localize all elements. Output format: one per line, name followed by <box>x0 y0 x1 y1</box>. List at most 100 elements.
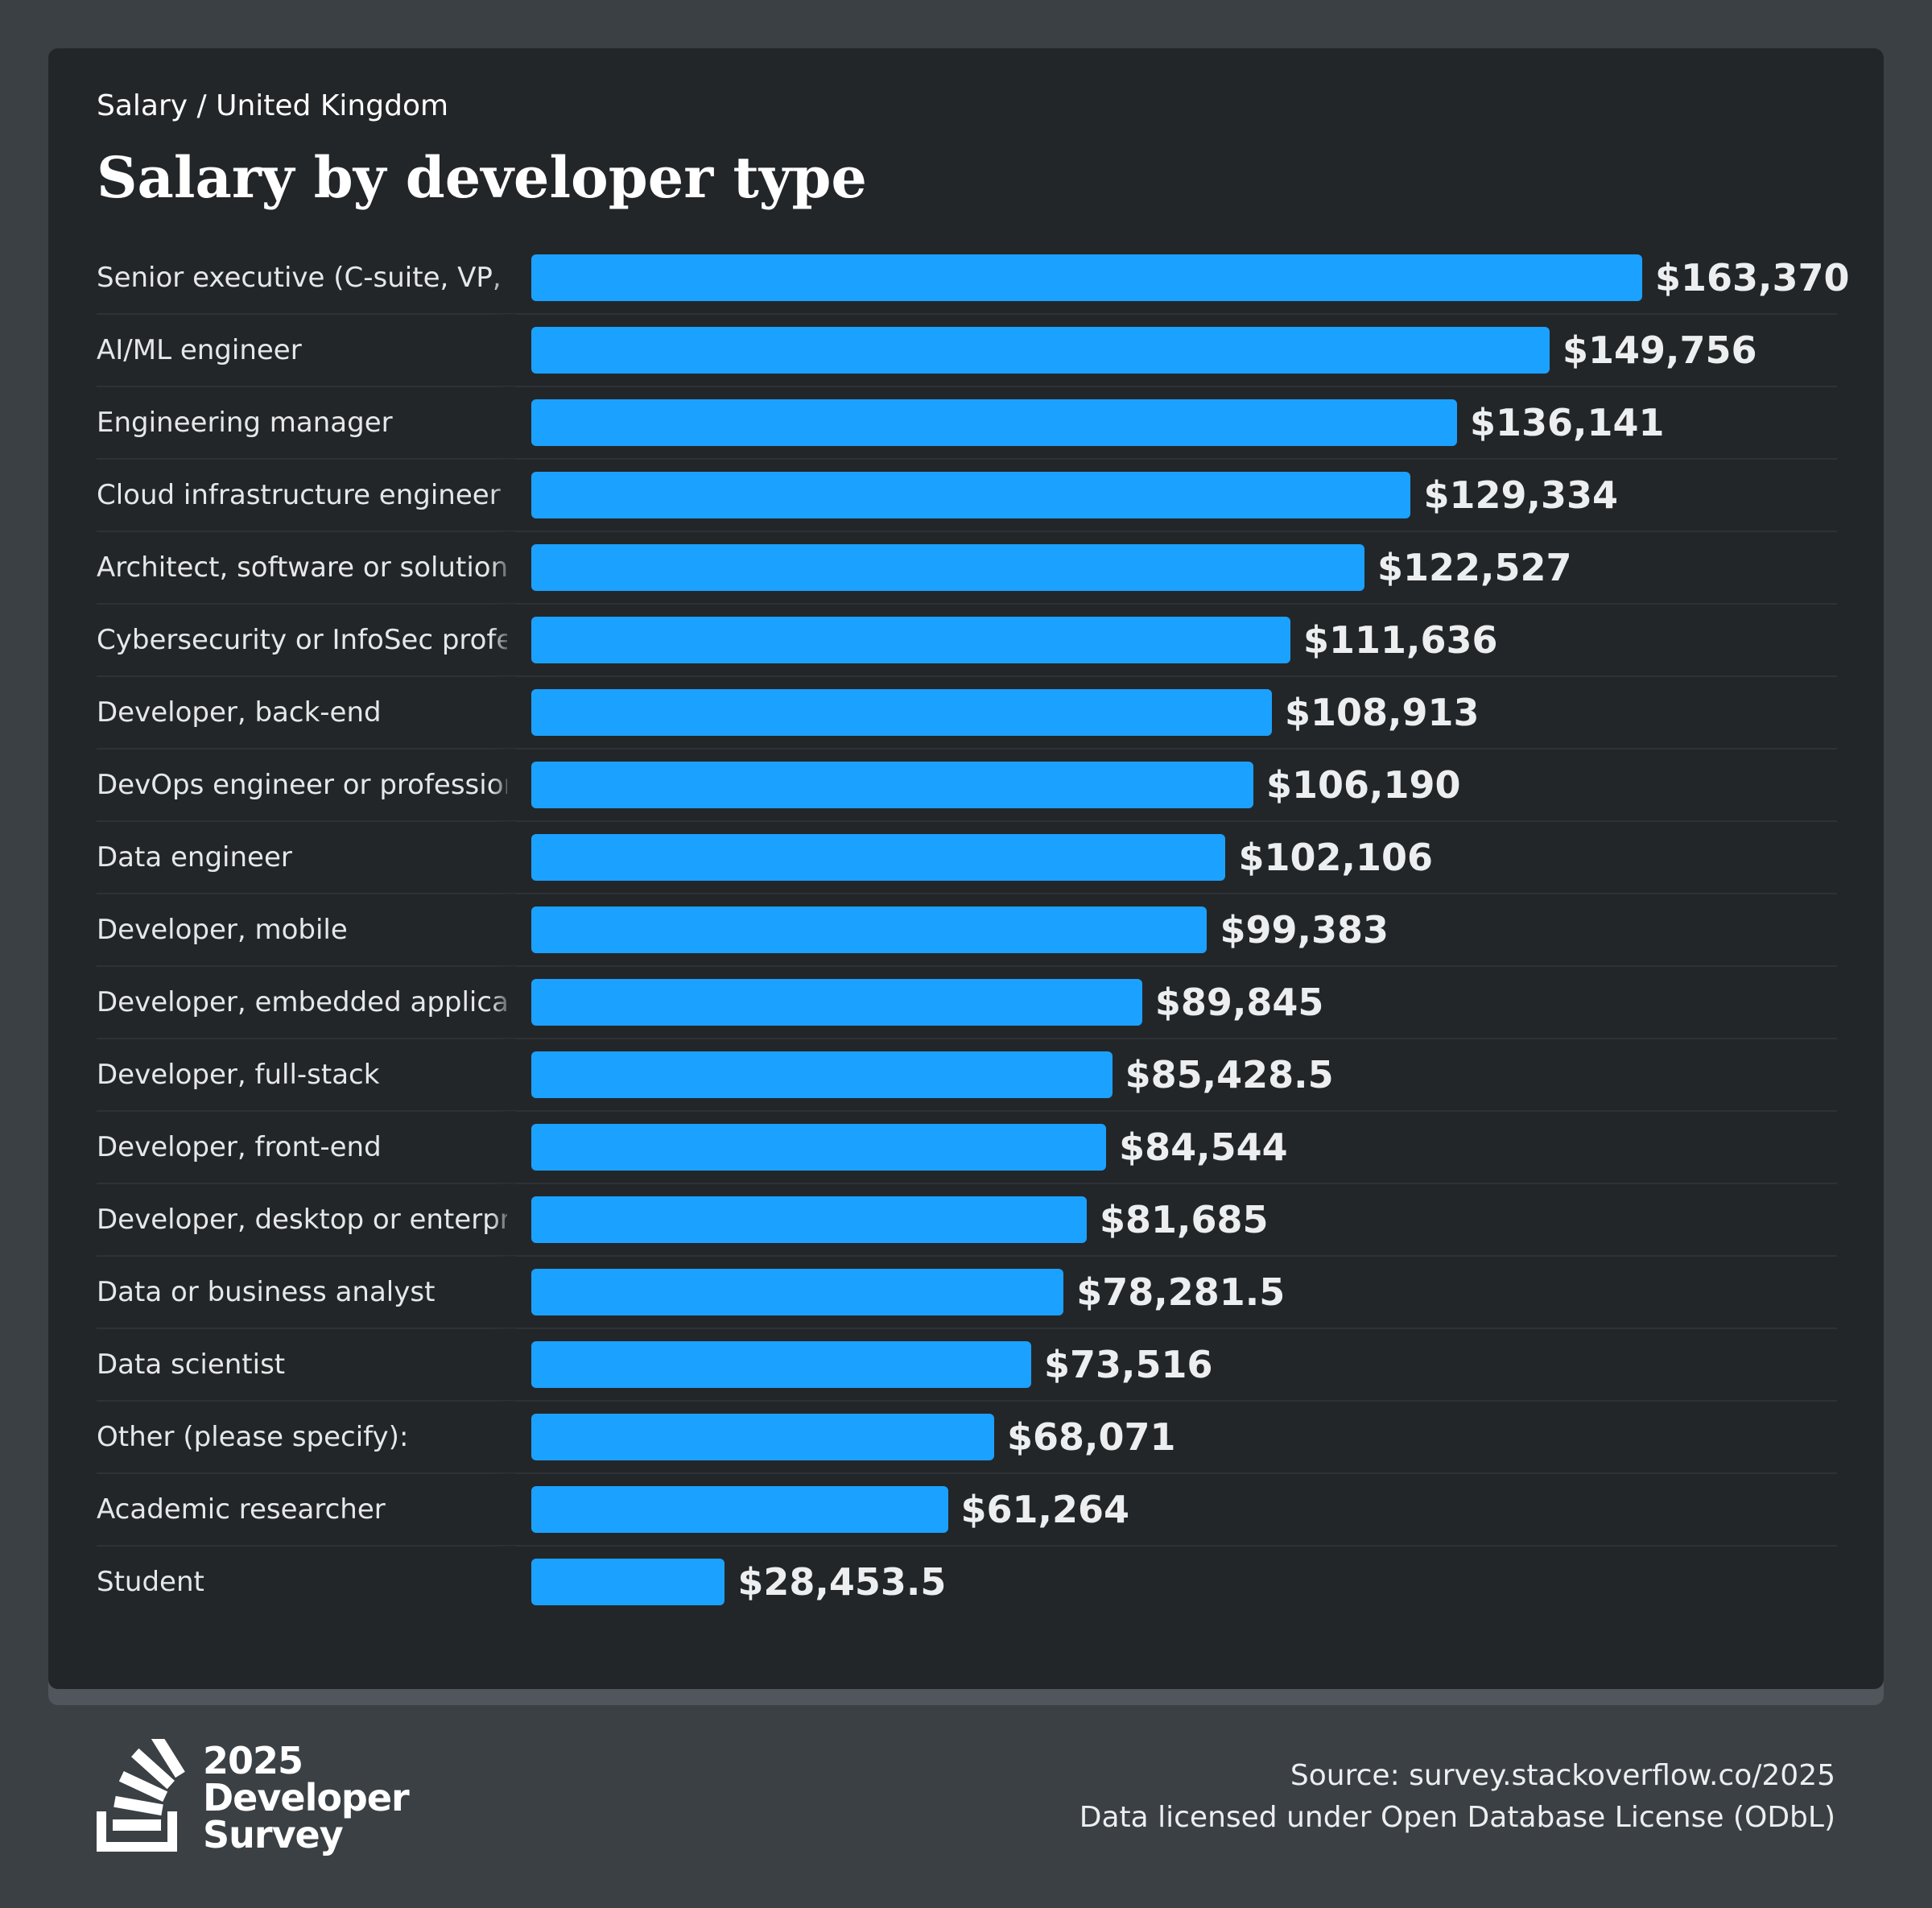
category-label: Developer, embedded applications or devi… <box>97 986 507 1018</box>
category-label: DevOps engineer or professional <box>97 769 507 801</box>
bar <box>531 254 1642 301</box>
bar <box>531 689 1272 736</box>
bar <box>531 762 1253 808</box>
bar <box>531 1486 948 1533</box>
page-title: Salary by developer type <box>97 144 867 211</box>
label-fade <box>491 459 515 531</box>
label-fade <box>491 966 515 1039</box>
bar <box>531 1559 725 1605</box>
row-divider <box>97 1400 1837 1402</box>
bar <box>531 834 1226 881</box>
logo-line-survey: Survey <box>203 1813 344 1856</box>
category-label: Academic researcher <box>97 1493 386 1526</box>
label-fade <box>491 1328 515 1401</box>
category-label: Developer, mobile <box>97 914 348 946</box>
row-divider <box>97 1472 1837 1474</box>
category-label: Developer, full-stack <box>97 1059 380 1091</box>
chart-row: Developer, embedded applications or devi… <box>97 966 1837 1039</box>
category-label: Architect, software or solutions <box>97 551 507 584</box>
chart-row: AI/ML engineer $149,756 <box>97 314 1837 387</box>
bar <box>531 1124 1107 1171</box>
chart-row: Developer, front-end $84,544 <box>97 1111 1837 1184</box>
label-fade <box>491 749 515 821</box>
logo-year: 2025 <box>203 1739 303 1782</box>
bar <box>531 1341 1031 1388</box>
category-label: Cloud infrastructure engineer <box>97 479 501 511</box>
category-label: Data engineer <box>97 841 292 873</box>
bar <box>531 907 1208 953</box>
label-fade <box>491 676 515 749</box>
row-divider <box>97 1038 1837 1039</box>
source-attribution: Source: survey.stackoverflow.co/2025 Dat… <box>1080 1755 1835 1839</box>
value-label: $78,281.5 <box>1076 1270 1286 1314</box>
chart-row: Data or business analyst $78,281.5 <box>97 1256 1837 1329</box>
chart-row: Cloud infrastructure engineer $129,334 <box>97 459 1837 532</box>
chart-row: Academic researcher $61,264 <box>97 1473 1837 1547</box>
category-label: Developer, desktop or enterprise applica… <box>97 1204 507 1236</box>
label-fade <box>491 604 515 676</box>
category-label: Developer, front-end <box>97 1131 382 1163</box>
row-divider <box>97 965 1837 967</box>
category-label: Student <box>97 1566 204 1598</box>
category-label: AI/ML engineer <box>97 334 302 366</box>
label-fade <box>491 894 515 966</box>
label-fade <box>491 1256 515 1328</box>
survey-logo: 2025 Developer Survey <box>97 1739 410 1860</box>
bar <box>531 1051 1113 1098</box>
chart-row: Cybersecurity or InfoSec professional $11… <box>97 604 1837 677</box>
chart-row: Student $28,453.5 <box>97 1546 1837 1618</box>
bar <box>531 617 1290 663</box>
row-divider <box>97 386 1837 387</box>
stack-overflow-logo-icon <box>97 1739 185 1852</box>
label-fade <box>491 1183 515 1256</box>
logo-line-developer: Developer <box>203 1776 410 1819</box>
label-fade <box>491 1111 515 1183</box>
category-label: Cybersecurity or InfoSec professional <box>97 624 507 656</box>
row-divider <box>97 603 1837 605</box>
category-label: Senior executive (C-suite, VP, etc.) <box>97 262 507 294</box>
bar <box>531 979 1142 1026</box>
breadcrumb: Salary / United Kingdom <box>97 89 449 122</box>
row-divider <box>97 820 1837 822</box>
bar <box>531 1196 1087 1243</box>
value-label: $85,428.5 <box>1125 1053 1334 1096</box>
value-label: $129,334 <box>1423 473 1619 517</box>
chart-row: Senior executive (C-suite, VP, etc.) $163… <box>97 242 1850 315</box>
label-fade <box>491 242 515 314</box>
bar <box>531 399 1457 446</box>
row-divider <box>97 675 1837 677</box>
value-label: $108,913 <box>1284 691 1480 734</box>
chart-row: DevOps engineer or professional $106,190 <box>97 749 1837 822</box>
category-label: Data scientist <box>97 1348 286 1381</box>
value-label: $81,685 <box>1100 1198 1269 1241</box>
bar <box>531 327 1550 374</box>
row-divider <box>97 1110 1837 1112</box>
label-fade <box>491 386 515 459</box>
row-divider <box>97 1255 1837 1257</box>
value-label: $122,527 <box>1377 546 1572 589</box>
row-divider <box>97 748 1837 750</box>
value-label: $111,636 <box>1302 618 1498 662</box>
chart-row: Data scientist $73,516 <box>97 1328 1837 1402</box>
chart-row: Engineering manager $136,141 <box>97 386 1837 460</box>
value-label: $89,845 <box>1154 981 1324 1024</box>
source-text: Source: survey.stackoverflow.co/2025 <box>1290 1759 1835 1792</box>
row-divider <box>97 313 1837 315</box>
row-divider <box>97 458 1837 460</box>
row-divider <box>97 893 1837 894</box>
value-label: $84,544 <box>1119 1125 1288 1169</box>
value-label: $73,516 <box>1043 1343 1213 1386</box>
row-divider <box>97 531 1837 532</box>
value-label: $136,141 <box>1469 401 1665 444</box>
license-text: Data licensed under Open Database Licens… <box>1079 1801 1835 1834</box>
value-label: $149,756 <box>1563 328 1757 372</box>
value-label: $68,071 <box>1007 1415 1176 1459</box>
category-label: Data or business analyst <box>97 1276 436 1308</box>
bar <box>531 472 1411 518</box>
label-fade <box>491 314 515 386</box>
chart-row: Developer, mobile $99,383 <box>97 894 1837 967</box>
chart-row: Developer, full-stack $85,428.5 <box>97 1039 1837 1112</box>
label-fade <box>491 1546 515 1618</box>
category-label: Engineering manager <box>97 407 393 439</box>
